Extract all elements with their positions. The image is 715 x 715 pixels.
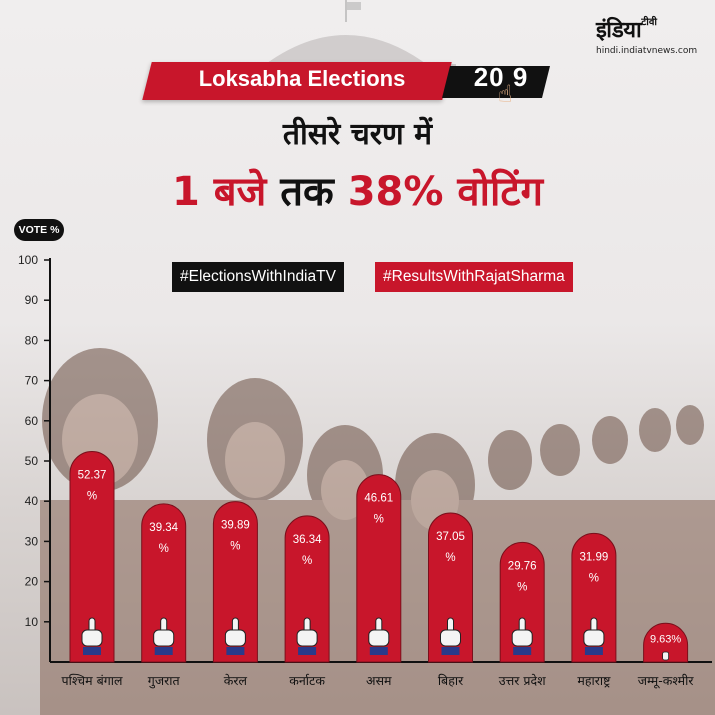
voting-cuff-icon [513, 647, 532, 655]
voting-finger-icon [662, 651, 669, 661]
headline-part1: 1 बजे [172, 169, 267, 215]
voting-fist-icon [296, 629, 318, 647]
y-tick-label: 10 [25, 615, 39, 629]
voting-fist-icon [440, 629, 461, 647]
y-tick-label: 40 [25, 494, 39, 508]
hashtag-results: #ResultsWithRajatSharma [375, 262, 573, 292]
logo-url: hindi.indiatvnews.com [596, 46, 698, 56]
bar-value-label: 9.63% [650, 633, 681, 645]
bar [141, 503, 187, 663]
title-banner-text: Loksabha Elections [198, 66, 406, 91]
bar-value-label: 31.99 [580, 551, 609, 563]
voting-cuff-icon [154, 647, 173, 655]
bar [643, 622, 689, 663]
voting-fist-icon [153, 629, 175, 647]
bar-value-label: 39.34 [149, 522, 178, 534]
bar [356, 474, 402, 663]
x-category-label: असम [366, 673, 392, 688]
x-category-label: बिहार [438, 673, 464, 688]
bar-value-label: 39.89 [221, 520, 250, 532]
voting-cuff-icon [584, 647, 603, 655]
voting-cuff-icon [226, 647, 245, 655]
headline: 1 बजे तक 38% वोटिंग [0, 162, 715, 217]
y-tick-label: 50 [25, 454, 39, 468]
bar-value-label: 36.34 [293, 534, 322, 546]
bar [571, 532, 617, 663]
x-category-label: पश्चिम बंगाल [62, 673, 123, 688]
bar-value-label: 29.76 [508, 560, 537, 572]
bar-value-label: 37.05 [436, 531, 465, 543]
subtitle: तीसरे चरण में [282, 117, 433, 152]
voting-fist-icon [81, 629, 103, 647]
bar [428, 512, 473, 663]
bar-value-unit: % [87, 490, 97, 502]
bar-value-unit: % [374, 514, 384, 526]
x-category-label: जम्मू-कश्मीर [638, 673, 695, 689]
voting-fist-icon [511, 629, 533, 647]
voting-cuff-icon [298, 647, 317, 655]
headline-part2: तक [280, 169, 334, 215]
bar [212, 501, 258, 663]
x-category-label: महाराष्ट्र [577, 673, 611, 688]
bar [284, 515, 330, 663]
bar-value-unit: % [589, 572, 599, 584]
y-tick-label: 100 [18, 253, 38, 267]
voting-cuff-icon [441, 647, 460, 655]
x-category-label: कर्नाटक [289, 673, 325, 688]
y-tick-label: 80 [25, 333, 39, 347]
logo-suffix: टीवी [641, 17, 658, 28]
india-tv-logo: इंडियाटीवी hindi.indiatvnews.com [596, 14, 706, 56]
bar-value-unit: % [517, 581, 527, 593]
y-tick-label: 70 [25, 374, 39, 388]
voting-cuff-icon [83, 647, 101, 655]
voting-cuff-icon [369, 647, 388, 655]
bar-value-label: 46.61 [364, 493, 393, 505]
bar-value-unit: % [302, 555, 312, 567]
bar [69, 450, 115, 663]
bar-value-label: 52.37 [78, 469, 107, 481]
headline-part3: 38% वोटिंग [347, 169, 543, 215]
x-category-label: उत्तर प्रदेश [499, 673, 546, 688]
y-tick-label: 30 [25, 534, 39, 548]
bar-value-unit: % [230, 541, 240, 553]
pointing-hand-icon: ☝ [498, 80, 513, 108]
y-tick-label: 60 [25, 414, 39, 428]
hashtag-elections: #ElectionsWithIndiaTV [172, 262, 344, 292]
bar [499, 541, 545, 663]
voting-fist-icon [583, 629, 605, 647]
y-axis-badge: VOTE % [14, 219, 64, 241]
voting-fist-icon [224, 629, 246, 647]
y-tick-label: 20 [25, 575, 39, 589]
y-tick-label: 90 [25, 293, 39, 307]
year-text: 20 9 [473, 62, 529, 92]
voting-fist-icon [368, 629, 390, 647]
bar-value-unit: % [159, 543, 169, 555]
x-category-label: केरल [224, 673, 248, 688]
bar-value-unit: % [445, 552, 455, 564]
x-category-label: गुजरात [148, 673, 181, 689]
logo-text: इंडिया [596, 18, 642, 43]
